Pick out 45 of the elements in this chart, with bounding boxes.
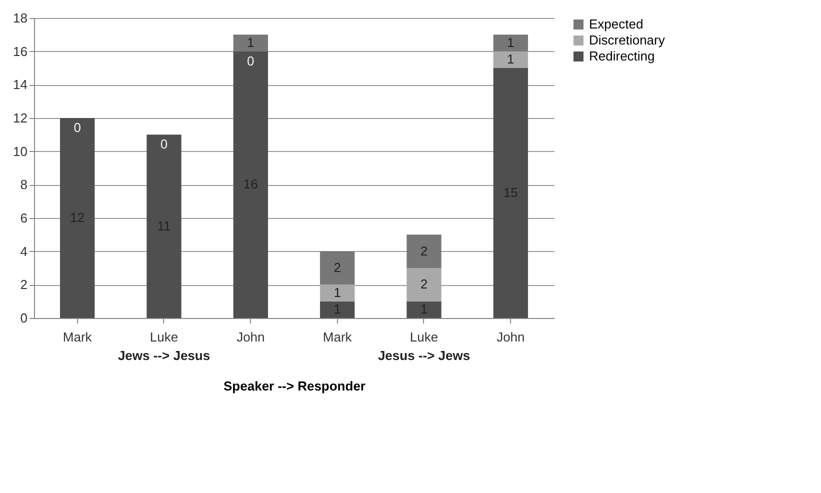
bar	[493, 68, 528, 318]
y-tick-label: 12	[13, 110, 28, 126]
bar	[146, 134, 182, 318]
x-tick-label: John	[496, 330, 525, 344]
legend-label: Discretionary	[589, 32, 666, 48]
bar	[320, 284, 355, 302]
x-tick-label: John	[236, 330, 265, 344]
y-tick-label: 0	[20, 310, 28, 326]
data-label: 2	[420, 243, 428, 258]
text: Jesus --> Jews	[378, 348, 470, 363]
data-label: 0	[74, 120, 81, 135]
data-label: 1	[507, 52, 514, 67]
x-tick-label: Mark	[322, 330, 352, 344]
bar	[320, 251, 355, 285]
bar	[233, 34, 268, 52]
data-label: 0	[247, 53, 254, 68]
y-tick-label: 8	[20, 177, 28, 192]
data-label: 1	[507, 35, 514, 50]
bar	[406, 268, 442, 302]
data-label: 0	[160, 136, 168, 152]
x-tick-label: Luke	[410, 330, 438, 344]
data-label: 2	[420, 276, 428, 292]
y-tick-label: 16	[13, 44, 28, 59]
y-tick-label: 2	[20, 277, 28, 292]
y-tick-label: 18	[13, 10, 28, 26]
bar	[320, 301, 355, 318]
bar	[60, 118, 95, 318]
y-tick-label: 10	[13, 144, 28, 159]
y-tick-label: 14	[13, 77, 28, 92]
legend-label: Expected	[589, 16, 644, 32]
data-label: 1	[247, 35, 254, 50]
x-tick-label: Mark	[62, 330, 92, 344]
x-tick-label: Luke	[150, 330, 178, 344]
bar	[493, 34, 528, 52]
legend-label: Redirecting	[589, 48, 655, 64]
bar	[406, 301, 442, 318]
data-label: 1	[334, 285, 341, 300]
bar	[233, 51, 268, 318]
y-tick-label: 6	[20, 210, 28, 226]
data-label: 2	[334, 260, 341, 275]
y-tick-label: 4	[20, 244, 28, 259]
bar	[493, 51, 528, 68]
text: Jews --> Jesus	[118, 348, 210, 363]
bar	[406, 234, 442, 268]
x-axis-title: Speaker --> Responder	[224, 378, 366, 394]
